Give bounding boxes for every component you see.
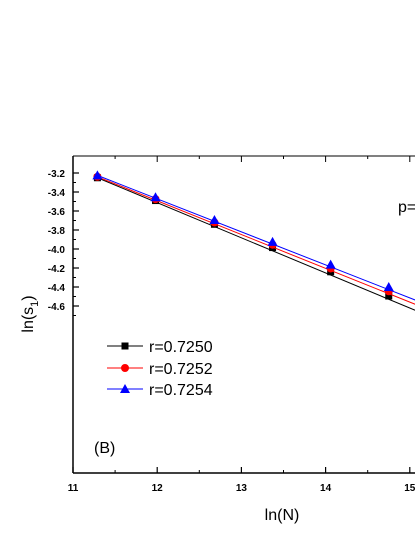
data-point [92, 170, 103, 180]
legend-label-0: r=0.7250 [149, 339, 213, 356]
x-tick-label-15: 15 [404, 483, 415, 494]
y-tick-label: -4.0 [48, 245, 66, 256]
y-axis-title-close: ) [20, 295, 37, 300]
legend-label-2: r=0.7254 [149, 382, 213, 399]
y-tick-label: -4.4 [48, 283, 66, 294]
series-2 [92, 170, 415, 301]
data-point [385, 292, 393, 300]
legend: r=0.7250 r=0.7252 r=0.7254 [107, 339, 213, 399]
legend-marker-1 [121, 364, 129, 372]
data-point [150, 192, 161, 202]
series-line-2 [97, 174, 415, 301]
x-tick-label-12: 12 [152, 483, 164, 494]
y-tick-label: -4.2 [48, 264, 66, 275]
y-tick-label: -4.6 [48, 302, 66, 313]
annotation-panel-label: (B) [94, 440, 115, 457]
data-point [325, 259, 336, 269]
x-tick-label-13: 13 [236, 483, 248, 494]
legend-label-1: r=0.7252 [149, 361, 213, 378]
x-tick-label-11: 11 [68, 483, 79, 494]
y-tick-label: -3.6 [48, 207, 66, 218]
y-tick-label: -3.8 [48, 226, 66, 237]
legend-marker-0 [121, 342, 129, 350]
y-axis-title-subscript: 1 [29, 301, 41, 307]
legend-marker-2 [120, 384, 130, 393]
ticks-layer: 11 12 13 14 15 -3.2 -3.4 -3.6 -3.8 -4.0 -4.2 -4.4 -4… [48, 156, 415, 494]
series-layer [92, 170, 415, 311]
data-point [267, 236, 278, 246]
y-tick-label: -3.2 [48, 169, 66, 180]
data-point [383, 282, 394, 291]
annotation-p: p= [398, 199, 415, 216]
y-axis-title-main: ln(s [20, 307, 37, 333]
series-line-1 [97, 176, 415, 305]
x-axis-title: ln(N) [265, 507, 300, 524]
series-line-0 [97, 177, 415, 311]
y-axis-title: ln(s1) [20, 295, 41, 332]
x-tick-label-14: 14 [320, 483, 332, 494]
data-point [209, 215, 220, 225]
y-tick-label: -3.4 [48, 188, 66, 199]
